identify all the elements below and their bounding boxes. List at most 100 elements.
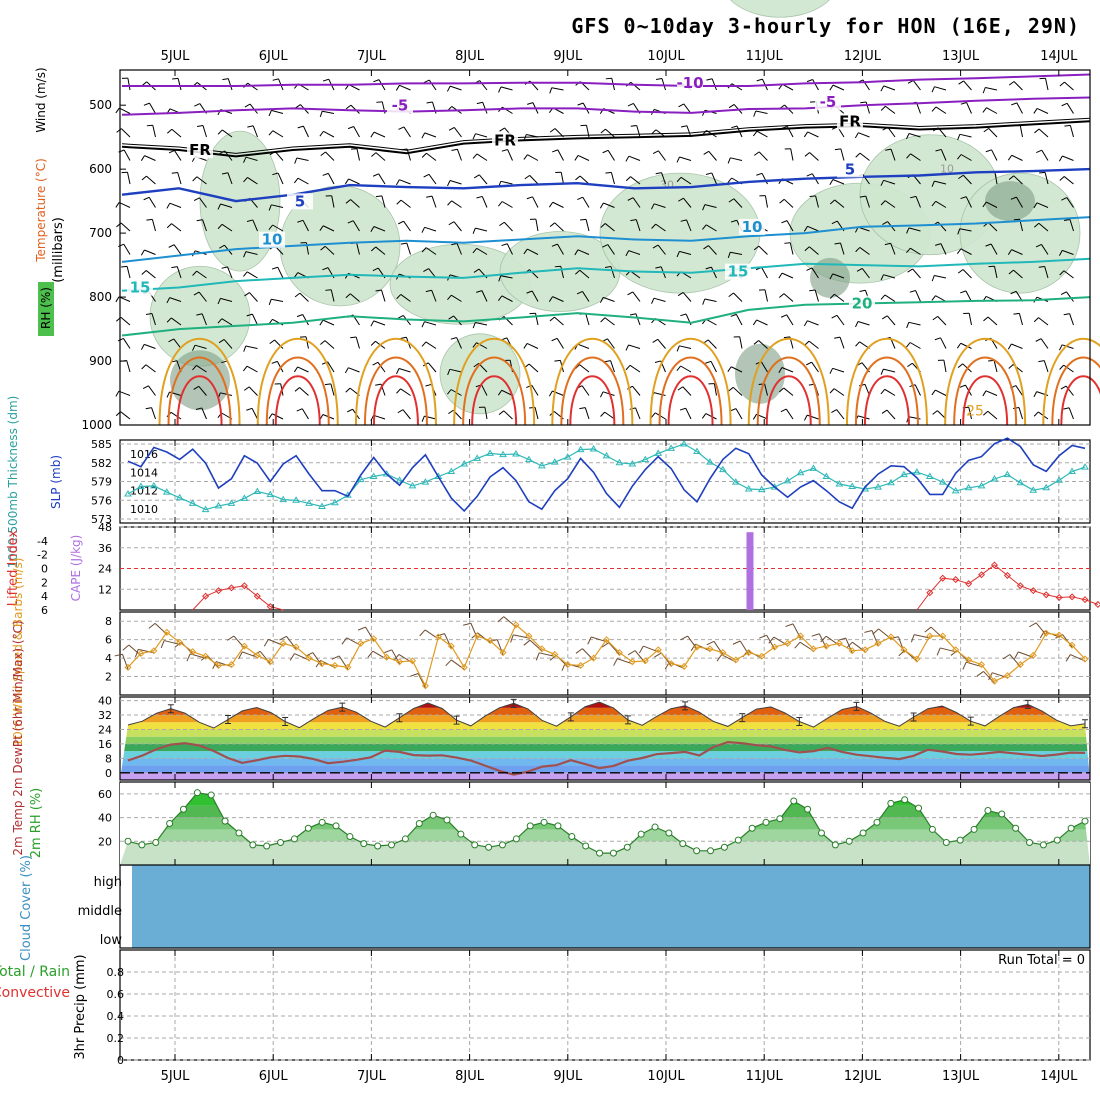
wind-barb — [709, 151, 717, 160]
wind-barb — [422, 133, 425, 138]
wind-barb — [536, 219, 538, 231]
wind-barb — [448, 410, 453, 413]
wind-barb — [658, 151, 665, 161]
isotherm-25 — [258, 339, 338, 425]
wind-barb — [142, 365, 146, 369]
wind-barb — [944, 360, 946, 372]
wind-barb — [804, 321, 807, 326]
wind-barb — [302, 409, 308, 419]
rh-shading — [440, 334, 520, 414]
cloud-level-label: high — [94, 875, 122, 890]
wind-barb — [452, 149, 458, 150]
wind-barb — [1014, 82, 1022, 90]
wind-barb — [756, 111, 768, 113]
wind-barb — [628, 103, 633, 106]
wind-barb — [397, 200, 401, 204]
wind-barb — [118, 338, 123, 341]
slp-tick-label: 1010 — [130, 503, 158, 516]
wind-barb — [636, 408, 640, 419]
wind-barb — [306, 337, 308, 349]
wind-barb — [371, 341, 375, 345]
wind-tick-label: 4 — [105, 652, 112, 665]
surface-wind-barb — [733, 641, 740, 644]
wind-barb — [193, 177, 197, 181]
x-tick-label-top: 7JUL — [357, 49, 387, 64]
wind-barb — [731, 126, 737, 128]
wind-barb — [729, 293, 734, 297]
wind-barb — [807, 80, 813, 82]
rh-point — [458, 831, 464, 837]
wind-barb — [349, 179, 360, 184]
wind-barb — [805, 152, 810, 156]
wind-barb — [273, 131, 283, 137]
wind-barb — [683, 292, 691, 301]
wind-barb — [756, 173, 762, 175]
cape-bar — [746, 532, 753, 610]
rh-point — [430, 812, 436, 818]
rh-point — [652, 824, 658, 830]
wind-barb — [117, 129, 122, 133]
rh-point — [1054, 837, 1060, 843]
wind-barb — [858, 133, 869, 137]
wind-barb — [272, 267, 278, 269]
thickness-tick-label: 576 — [91, 494, 112, 507]
wind-barb — [172, 78, 178, 79]
wind-barb — [938, 316, 946, 325]
wind-barb — [782, 273, 793, 278]
wind-barb — [960, 385, 966, 387]
wind-barb — [1069, 408, 1073, 419]
precip-frame — [120, 950, 1090, 1060]
wind-barb — [810, 196, 816, 197]
wind-barb — [960, 134, 972, 137]
wind-barb — [141, 250, 144, 255]
rh-point — [638, 831, 644, 837]
wind-barb — [121, 317, 130, 325]
wind-barb — [174, 150, 181, 160]
rh-point — [957, 837, 963, 843]
surface-wind-barb — [358, 627, 365, 630]
precip-tick-label: 0.4 — [107, 1010, 125, 1023]
wind-barb — [983, 411, 987, 415]
wind-barb — [448, 201, 452, 205]
wind-barb — [142, 176, 147, 180]
wind-barb — [399, 368, 410, 372]
wind-barb — [150, 103, 156, 113]
wind-barb — [404, 221, 411, 231]
wind-barb — [1064, 314, 1070, 315]
temp-band — [120, 715, 1090, 722]
wind-barb — [575, 155, 578, 160]
wind-barb — [1039, 318, 1048, 325]
wind-barb — [1067, 103, 1073, 113]
wind-barb — [295, 293, 300, 297]
wind-barb — [374, 415, 385, 419]
surface-wind-barb — [785, 624, 793, 627]
wind-barb — [754, 152, 759, 156]
wind-barb — [149, 197, 155, 207]
wind-barb — [555, 223, 564, 231]
wind-barb — [397, 389, 401, 393]
wind-barb — [840, 337, 844, 348]
rh-point — [416, 821, 422, 827]
x-tick-label-bottom: 12JUL — [844, 1069, 882, 1084]
wind-barb — [988, 411, 997, 419]
rh-shading — [985, 181, 1035, 221]
wind-barb — [428, 363, 436, 372]
wind-barb — [837, 315, 844, 325]
x-tick-label-top: 9JUL — [553, 49, 583, 64]
wind-barb — [1060, 365, 1064, 369]
wind-barb — [1020, 125, 1022, 137]
wind-barb — [174, 245, 181, 255]
wind-barb — [376, 196, 382, 197]
surface-wind-barb — [977, 671, 984, 676]
wind-barb — [611, 172, 614, 184]
rh-point — [264, 843, 270, 849]
wind-barb — [401, 200, 410, 207]
wind-barb — [356, 337, 359, 349]
wind-barb — [932, 107, 936, 112]
wind-barb — [426, 196, 432, 197]
wind-barb — [967, 103, 972, 114]
wind-barb — [555, 266, 561, 267]
wind-barb — [508, 150, 513, 161]
rh-point — [472, 842, 478, 848]
wind-barb — [396, 368, 399, 373]
